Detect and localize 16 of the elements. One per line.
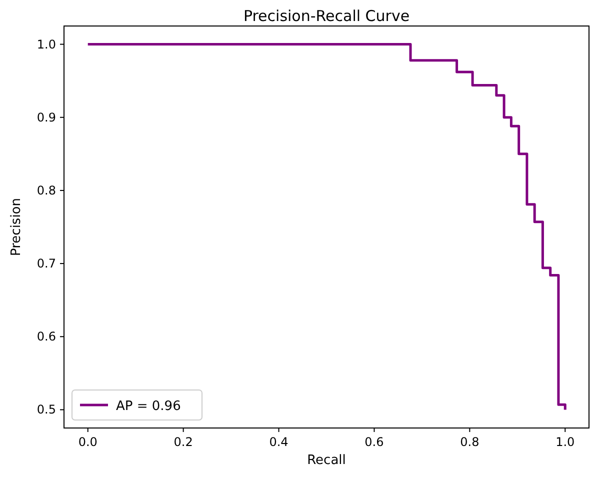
legend-label: AP = 0.96 — [116, 399, 181, 414]
y-tick-label: 1.0 — [36, 37, 56, 52]
x-tick-label: 0.2 — [174, 435, 193, 449]
x-tick-label: 0.8 — [460, 435, 480, 449]
x-tick-label: 0.0 — [78, 435, 98, 449]
x-axis-title: Recall — [307, 453, 346, 468]
y-axis-title: Precision — [9, 198, 24, 256]
x-tick-label: 0.6 — [364, 435, 384, 449]
y-tick-label: 0.5 — [36, 402, 56, 417]
y-tick-label: 0.8 — [36, 183, 56, 198]
y-tick-label: 0.6 — [36, 330, 56, 344]
chart-title: Precision-Recall Curve — [243, 7, 410, 25]
x-tick-label: 0.4 — [269, 435, 288, 449]
y-tick-label: 0.9 — [36, 110, 56, 124]
y-tick-label: 0.7 — [36, 256, 56, 271]
x-tick-label: 1.0 — [556, 435, 575, 449]
